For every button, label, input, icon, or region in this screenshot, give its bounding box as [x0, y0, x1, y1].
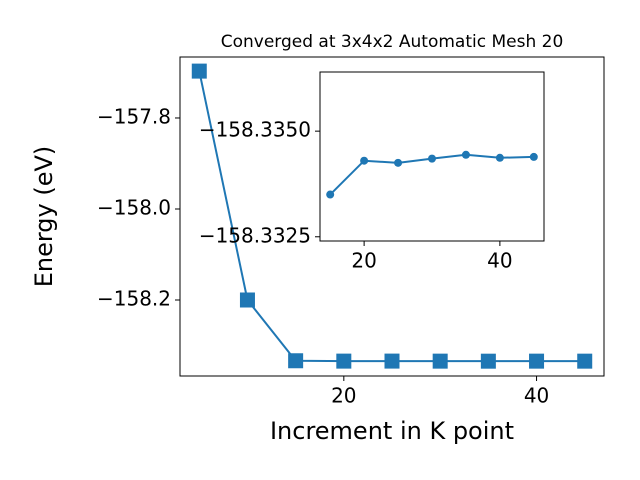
marker	[529, 152, 538, 161]
y-tick-label: −158.3350	[199, 118, 311, 142]
x-axis-label: Increment in K point	[270, 417, 514, 445]
marker	[461, 150, 470, 159]
marker	[480, 353, 496, 369]
inset-frame	[319, 71, 545, 242]
marker	[394, 158, 403, 167]
marker	[432, 353, 448, 369]
marker	[239, 292, 255, 308]
axes-frame	[179, 56, 605, 377]
marker	[326, 190, 335, 199]
marker	[191, 63, 207, 79]
marker	[495, 153, 504, 162]
marker	[360, 156, 369, 165]
marker	[428, 154, 436, 163]
x-tick-label: 40	[524, 384, 549, 408]
y-tick-label: −157.8	[97, 104, 171, 128]
y-tick-label: −158.2	[97, 287, 171, 311]
marker	[384, 353, 400, 369]
x-tick-label: 20	[331, 384, 356, 408]
marker	[336, 353, 352, 369]
x-tick-label: 20	[351, 249, 376, 273]
chart-title: Converged at 3x4x2 Automatic Mesh 20	[221, 32, 564, 52]
y-tick-label: −158.0	[97, 195, 171, 219]
marker	[577, 353, 593, 369]
marker	[288, 353, 304, 369]
y-tick-label: −158.3325	[199, 223, 311, 247]
x-tick-label: 40	[487, 249, 512, 273]
y-axis-label: Energy (eV)	[30, 146, 58, 288]
marker	[529, 353, 545, 369]
